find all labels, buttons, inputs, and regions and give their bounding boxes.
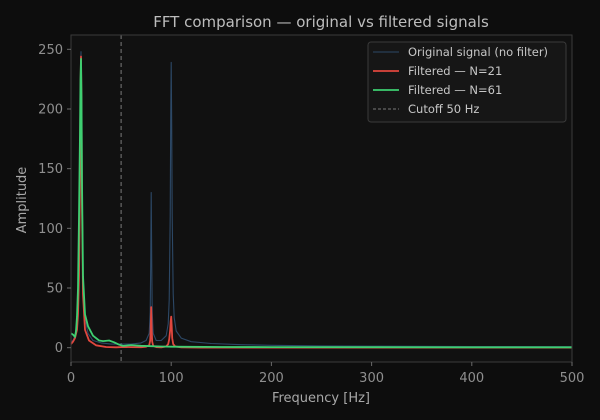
- y-tick-label: 50: [46, 282, 63, 297]
- legend-label: Filtered — N=61: [408, 83, 502, 97]
- y-tick-label: 250: [38, 43, 63, 58]
- x-tick-label: 0: [67, 371, 75, 386]
- legend-label: Filtered — N=21: [408, 64, 502, 78]
- legend-label: Cutoff 50 Hz: [408, 102, 479, 116]
- y-axis-label: Amplitude: [15, 167, 30, 234]
- y-tick-label: 200: [38, 102, 63, 117]
- series-line-n61: [70, 58, 572, 349]
- y-tick-label: 0: [55, 341, 63, 356]
- legend-box: [367, 41, 567, 123]
- legend-label: Original signal (no filter): [408, 45, 548, 59]
- axes-frame: [70, 34, 573, 363]
- axis-layer: 0 100 200 300 400 500 0 50 100 150 200 250: [38, 34, 585, 386]
- legend: Original signal (no filter) Filtered — N=…: [367, 41, 567, 123]
- x-tick-label: 300: [359, 371, 384, 386]
- y-tick-label: 150: [38, 162, 63, 177]
- x-tick-label: 100: [159, 371, 184, 386]
- series-layer: [70, 35, 573, 362]
- y-tick-label: 100: [38, 222, 63, 237]
- x-tick-label: 400: [459, 371, 484, 386]
- chart-title: FFT comparison — original vs filtered si…: [153, 13, 489, 31]
- x-axis-label: Frequency [Hz]: [272, 391, 370, 406]
- x-tick-label: 200: [259, 371, 284, 386]
- x-tick-label: 500: [560, 371, 585, 386]
